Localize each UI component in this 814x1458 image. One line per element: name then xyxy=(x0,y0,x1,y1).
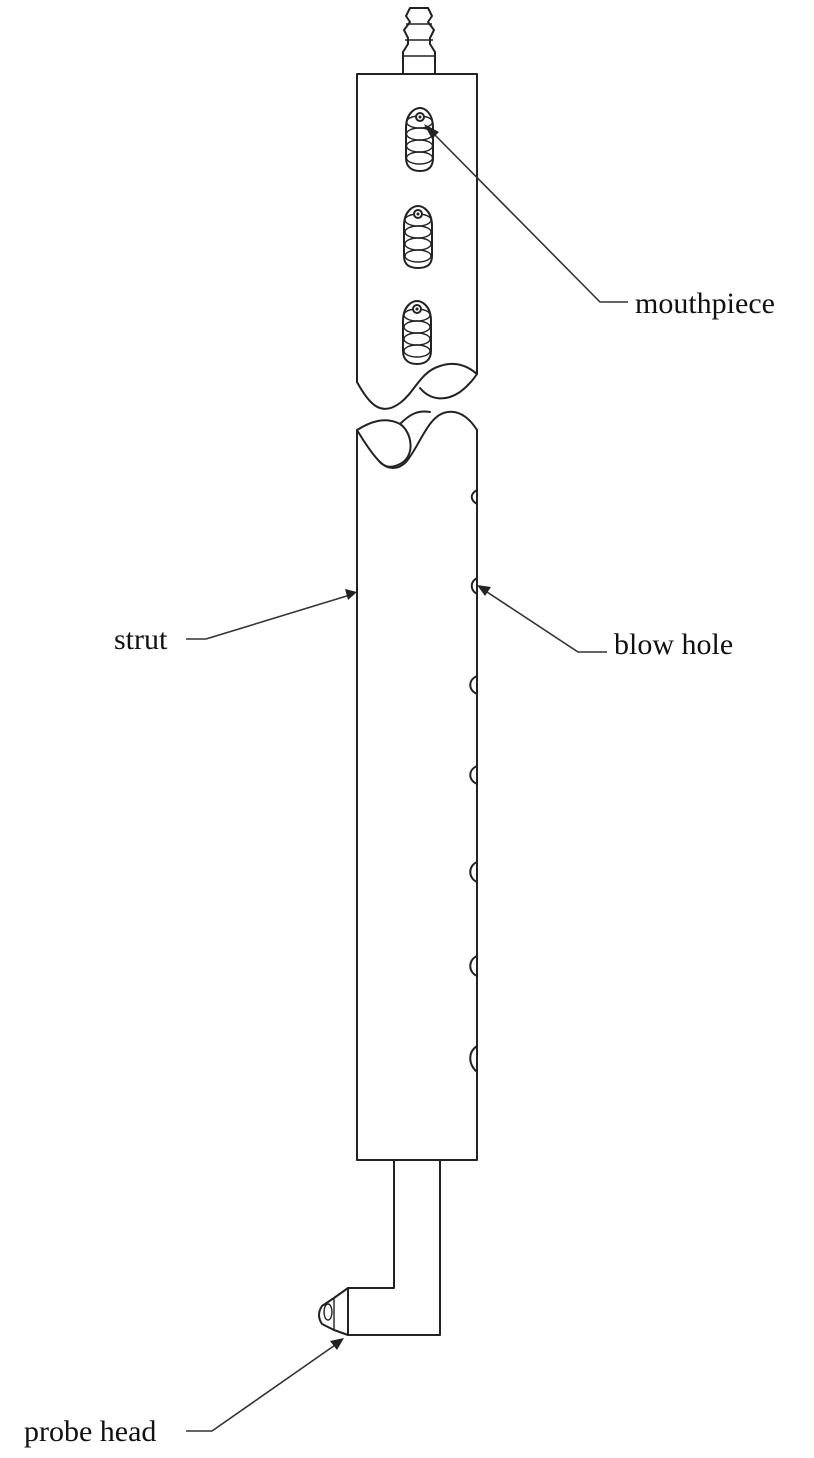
blow-hole-label: blow hole xyxy=(614,628,733,661)
top-barb-fitting xyxy=(402,7,436,75)
mouthpiece-leader xyxy=(424,124,628,303)
blow-hole-leader xyxy=(477,585,607,653)
mouthpiece xyxy=(405,107,434,172)
probe-head-leader xyxy=(186,1338,344,1432)
probe-head-shape xyxy=(318,1287,349,1336)
strut-body xyxy=(356,410,478,1161)
upper-block xyxy=(356,73,478,410)
lower-tube xyxy=(347,1159,441,1336)
strut-label: strut xyxy=(114,623,168,656)
blow-holes xyxy=(469,489,478,1073)
probe-head-label: probe head xyxy=(24,1415,156,1448)
strut-leader xyxy=(186,589,357,640)
mouthpiece xyxy=(403,205,433,269)
mouthpiece xyxy=(402,300,432,365)
mouthpiece-label: mouthpiece xyxy=(635,287,775,320)
